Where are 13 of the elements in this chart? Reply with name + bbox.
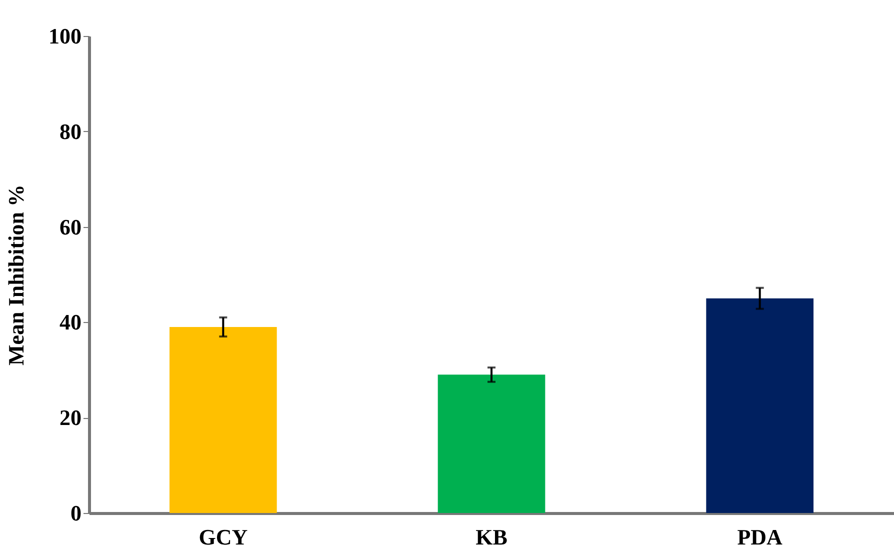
y-tick-label: 100 xyxy=(48,24,82,48)
bar xyxy=(706,298,814,513)
bar xyxy=(170,326,277,513)
y-tick-label: 20 xyxy=(60,405,82,430)
y-tick-label: 0 xyxy=(70,500,82,526)
x-tick-label: PDA xyxy=(737,524,783,550)
x-tick-label: GCY xyxy=(198,524,248,550)
x-tick-label: KB xyxy=(476,524,508,550)
y-tick-label: 40 xyxy=(60,310,82,335)
y-tick-label: 80 xyxy=(60,118,82,144)
y-axis-title: Mean Inhibition % xyxy=(4,184,28,366)
bar xyxy=(438,374,546,513)
y-tick-label: 60 xyxy=(60,214,82,240)
